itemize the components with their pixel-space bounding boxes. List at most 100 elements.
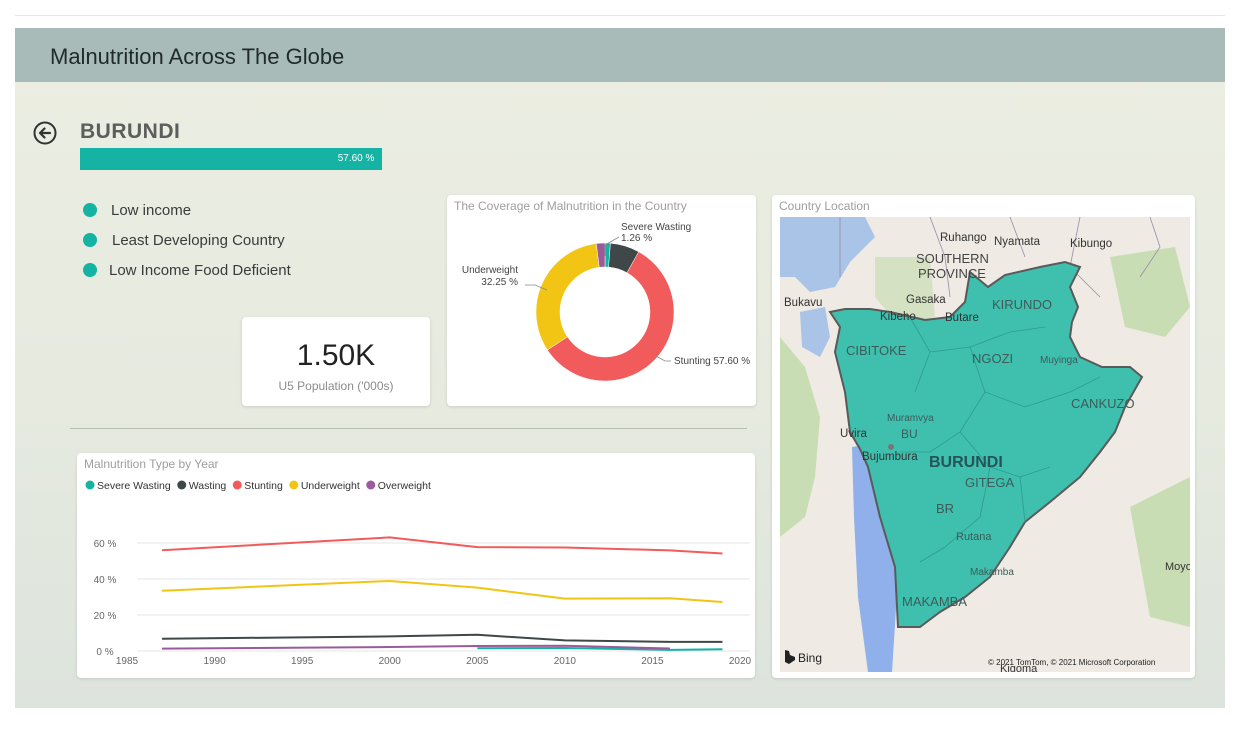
series-line bbox=[161, 579, 723, 604]
report-canvas: Malnutrition Across The Globe BURUNDI 57… bbox=[15, 28, 1225, 708]
legend-marker-icon bbox=[85, 480, 95, 490]
legend-label: Severe Wasting bbox=[97, 480, 171, 492]
leader-line bbox=[604, 236, 620, 256]
map-label: CANKUZO bbox=[1071, 396, 1135, 411]
map-label: Rutana bbox=[956, 531, 992, 543]
classification-label: Low income bbox=[111, 202, 192, 219]
legend-label: Underweight bbox=[301, 480, 360, 492]
series-line bbox=[161, 536, 723, 555]
series-line bbox=[477, 646, 723, 651]
x-tick-label: 1990 bbox=[203, 656, 226, 667]
legend-label: Overweight bbox=[378, 480, 431, 492]
forest-area bbox=[780, 337, 820, 537]
map-label: Muyinga bbox=[1040, 355, 1078, 366]
stunting-progress-bar: 57.60 % bbox=[80, 148, 605, 170]
legend-marker-icon bbox=[366, 480, 376, 490]
city-marker bbox=[888, 444, 894, 450]
donut-label-underweight-name: Underweight bbox=[462, 265, 518, 276]
bullet-dot-icon bbox=[83, 233, 97, 247]
country-location-card[interactable]: Country Location Ruhango Nyamata Kibungo… bbox=[772, 195, 1195, 678]
map-label: CIBITOKE bbox=[846, 343, 907, 358]
type-by-year-card[interactable]: Malnutrition Type by Year Severe Wasting… bbox=[77, 453, 755, 678]
forest-area bbox=[1110, 247, 1190, 337]
map-label: Gasaka bbox=[906, 294, 946, 306]
map-attribution: © 2021 TomTom, © 2021 Microsoft Corporat… bbox=[988, 658, 1155, 667]
donut-slice bbox=[547, 251, 675, 382]
donut-label-severe-value: 1.26 % bbox=[621, 233, 652, 244]
legend-marker-icon bbox=[289, 480, 299, 490]
x-tick-label: 2015 bbox=[641, 656, 664, 667]
map-title: Country Location bbox=[779, 199, 870, 213]
x-tick-label: 2010 bbox=[554, 656, 577, 667]
line-chart-title: Malnutrition Type by Year bbox=[84, 457, 219, 471]
y-tick-label: 20 % bbox=[94, 611, 117, 622]
x-tick-label: 2000 bbox=[379, 656, 402, 667]
map-label: PROVINCE bbox=[918, 266, 986, 281]
burundi-region[interactable] bbox=[828, 260, 1144, 628]
country-map[interactable]: Ruhango Nyamata Kibungo SOUTHERN PROVINC… bbox=[780, 217, 1190, 672]
bing-label: Bing bbox=[798, 651, 822, 665]
x-tick-label: 2020 bbox=[729, 656, 752, 667]
legend-marker-icon bbox=[177, 480, 187, 490]
donut-title: The Coverage of Malnutrition in the Coun… bbox=[454, 199, 687, 213]
map-label: BU bbox=[901, 427, 918, 441]
legend-marker-icon bbox=[232, 480, 242, 490]
map-label: Bukavu bbox=[784, 297, 822, 309]
map-label: Makamba bbox=[970, 567, 1014, 578]
donut-label-severe-name: Severe Wasting bbox=[621, 222, 691, 233]
stunting-progress-fill bbox=[80, 148, 383, 170]
lake-small bbox=[800, 307, 830, 357]
bullet-dot-icon bbox=[83, 203, 97, 217]
lake-kivu bbox=[780, 217, 875, 292]
map-label: NGOZI bbox=[972, 351, 1013, 366]
y-tick-label: 40 % bbox=[94, 575, 117, 586]
report-title: Malnutrition Across The Globe bbox=[50, 44, 345, 69]
donut-slice bbox=[595, 242, 606, 268]
x-tick-label: 1985 bbox=[116, 656, 139, 667]
map-label: Moyo bbox=[1165, 561, 1190, 573]
section-divider bbox=[70, 428, 747, 429]
forest-area bbox=[1130, 477, 1190, 627]
kpi-label: U5 Population ('000s) bbox=[278, 379, 394, 393]
donut-chart: Severe Wasting 1.26 % Underweight 32.25 … bbox=[462, 222, 750, 382]
classification-label: Least Developing Country bbox=[112, 232, 285, 249]
leader-line bbox=[525, 284, 548, 291]
report-header: Malnutrition Across The Globe bbox=[15, 28, 1225, 82]
leader-line bbox=[653, 354, 671, 362]
map-label: GITEGA bbox=[965, 475, 1014, 490]
province-borders bbox=[900, 316, 1101, 563]
population-kpi-card[interactable]: 1.50K U5 Population ('000s) bbox=[242, 317, 430, 406]
kpi-value: 1.50K bbox=[296, 339, 376, 372]
map-label: KIRUNDO bbox=[992, 297, 1052, 312]
map-label: Uvira bbox=[840, 428, 867, 440]
stunting-progress-label: 57.60 % bbox=[337, 153, 375, 164]
country-name: BURUNDI bbox=[80, 120, 181, 143]
series-line bbox=[162, 644, 670, 650]
donut-label-stunting: Stunting 57.60 % bbox=[674, 356, 750, 367]
bullet-dot-icon bbox=[83, 263, 97, 277]
donut-label-underweight-value: 32.25 % bbox=[481, 277, 518, 288]
classification-label: Low Income Food Deficient bbox=[109, 262, 291, 279]
line-chart: Severe Wasting Wasting Stunting Underweight… bbox=[85, 480, 752, 667]
map-country-label: BURUNDI bbox=[929, 454, 1003, 471]
map-roads bbox=[839, 217, 1161, 298]
map-label: SOUTHERN bbox=[916, 251, 989, 266]
top-divider bbox=[15, 15, 1225, 16]
map-label: Nyamata bbox=[994, 236, 1041, 248]
y-tick-label: 60 % bbox=[94, 539, 117, 550]
y-tick-label: 0 % bbox=[96, 647, 113, 658]
coverage-donut-card[interactable]: The Coverage of Malnutrition in the Coun… bbox=[447, 195, 756, 406]
donut-slice bbox=[535, 243, 600, 351]
x-tick-label: 1995 bbox=[291, 656, 314, 667]
map-label: MAKAMBA bbox=[902, 594, 967, 609]
map-label: Muramvya bbox=[887, 413, 934, 424]
map-label: Kibungo bbox=[1070, 238, 1112, 250]
legend-label: Stunting bbox=[244, 480, 283, 492]
bing-logo-icon bbox=[785, 650, 795, 664]
forest-area bbox=[875, 257, 935, 327]
map-label: Ruhango bbox=[940, 232, 987, 244]
legend-label: Wasting bbox=[189, 480, 227, 492]
map-label: Kigoma bbox=[1000, 663, 1038, 672]
back-arrow-icon[interactable] bbox=[33, 121, 57, 145]
map-label: Kibeho bbox=[880, 311, 916, 323]
